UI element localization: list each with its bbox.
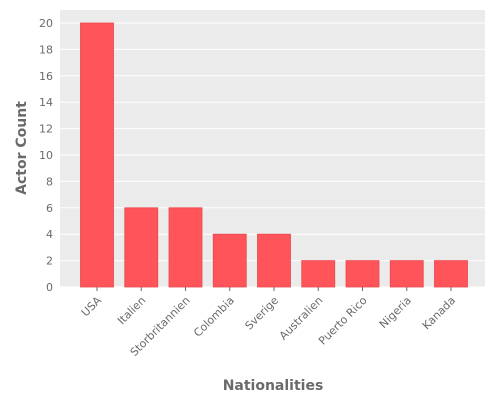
bar-puerto-rico bbox=[345, 260, 380, 288]
x-tick-label-usa: USA bbox=[79, 294, 105, 320]
x-axis-label: Nationalities bbox=[223, 378, 324, 394]
y-tick-label-20: 20 bbox=[39, 17, 53, 30]
x-tick-label-colombia: Colombia bbox=[191, 294, 237, 340]
y-tick-label-18: 18 bbox=[39, 43, 53, 56]
y-axis-label: Actor Count bbox=[14, 101, 30, 195]
y-tick-label-10: 10 bbox=[39, 149, 53, 162]
x-tick-label-kanada: Kanada bbox=[420, 294, 458, 332]
bar-kanada bbox=[434, 260, 468, 288]
bar-usa bbox=[80, 22, 114, 288]
x-tick-label-italien: Italien bbox=[115, 294, 148, 327]
x-tick-label-nigeria: Nigeria bbox=[377, 294, 414, 331]
y-tick-label-2: 2 bbox=[46, 255, 53, 268]
y-tick-label-0: 0 bbox=[46, 281, 53, 294]
y-tick-label-16: 16 bbox=[39, 70, 53, 83]
bar-italien bbox=[124, 207, 159, 288]
x-tick-label-puerto-rico: Puerto Rico bbox=[316, 294, 370, 348]
bar-sverige bbox=[257, 233, 291, 288]
y-tick-label-12: 12 bbox=[39, 123, 53, 136]
bar-colombia bbox=[212, 233, 247, 288]
bar-australien bbox=[301, 260, 336, 288]
bars bbox=[80, 22, 468, 288]
bar-storbritannien bbox=[168, 207, 203, 288]
y-tick-label-14: 14 bbox=[39, 96, 53, 109]
y-tick-label-4: 4 bbox=[46, 228, 53, 241]
x-tick-label-sverige: Sverige bbox=[243, 294, 282, 333]
y-tick-label-6: 6 bbox=[46, 202, 53, 215]
y-tick-labels: 0 2 4 6 8 10 12 14 16 18 20 bbox=[39, 17, 53, 294]
bar-nigeria bbox=[389, 260, 424, 288]
y-tick-label-8: 8 bbox=[46, 175, 53, 188]
